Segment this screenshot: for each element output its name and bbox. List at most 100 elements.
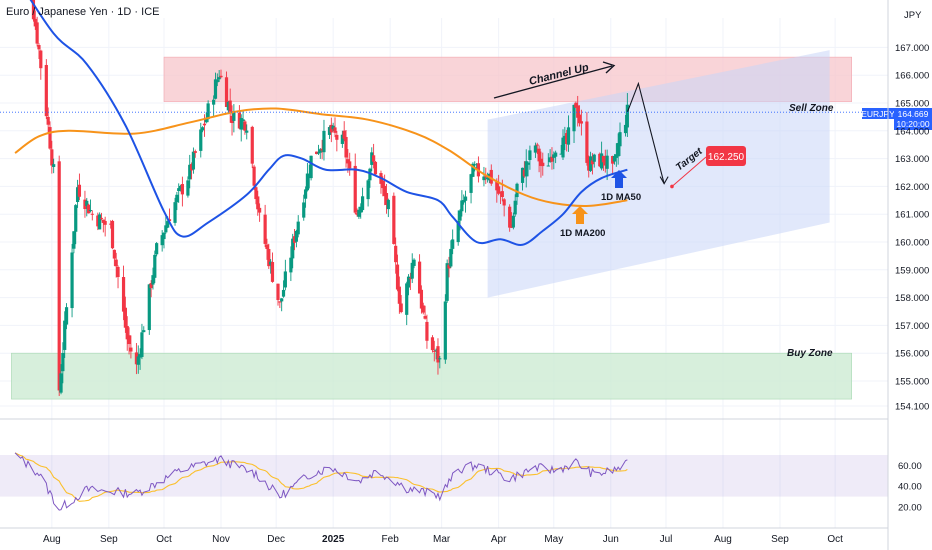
candle-body bbox=[280, 298, 284, 302]
candle-body bbox=[552, 154, 556, 158]
candle-body bbox=[74, 205, 78, 232]
candle-body bbox=[267, 249, 271, 267]
candle-body bbox=[381, 180, 385, 189]
candle-body bbox=[250, 126, 254, 164]
candle-body bbox=[447, 264, 451, 269]
candle-body bbox=[101, 219, 105, 223]
candle-body bbox=[399, 303, 403, 313]
candle-body bbox=[224, 77, 229, 108]
candle-body bbox=[178, 185, 183, 189]
chart-header: Euro / Japanese Yen · 1D · ICE bbox=[6, 6, 159, 18]
candle-body bbox=[292, 236, 297, 243]
rsi-ma-line bbox=[14, 452, 628, 502]
candle-body bbox=[498, 192, 503, 194]
candle-body bbox=[37, 45, 41, 50]
y-tick-label: 157.000 bbox=[895, 321, 929, 332]
candle-body bbox=[508, 206, 512, 228]
candle-body bbox=[164, 225, 168, 233]
candle-body bbox=[601, 155, 606, 163]
candle-body bbox=[600, 153, 604, 169]
candle-body bbox=[561, 137, 565, 158]
candle-body bbox=[335, 134, 339, 140]
candle-body bbox=[541, 162, 545, 167]
candle-body bbox=[563, 135, 567, 139]
ma50-arrow-icon bbox=[611, 170, 627, 188]
y-tick-label: 161.000 bbox=[895, 210, 929, 221]
x-tick-label: 2025 bbox=[322, 534, 345, 545]
candle-body bbox=[70, 252, 74, 309]
candle-body bbox=[511, 215, 515, 228]
price-tag-countdown: 10:20:00 bbox=[896, 119, 929, 129]
candle-body bbox=[199, 129, 203, 151]
candle-body bbox=[99, 217, 104, 219]
candle-body bbox=[550, 156, 554, 162]
candle-body bbox=[357, 209, 361, 217]
price-tag-value: 164.669 bbox=[898, 109, 929, 119]
candle-body bbox=[258, 207, 262, 213]
candle-body bbox=[623, 124, 628, 134]
candle-body bbox=[302, 202, 306, 218]
candle-body bbox=[230, 115, 234, 124]
y-tick-label: 167.000 bbox=[895, 43, 929, 54]
candle-body bbox=[355, 213, 359, 215]
candle-body bbox=[397, 286, 401, 304]
candle-body bbox=[588, 156, 593, 171]
candle-body bbox=[572, 104, 576, 132]
candle-body bbox=[140, 332, 144, 357]
candle-body bbox=[443, 301, 447, 360]
candle-body bbox=[83, 199, 87, 210]
candle-body bbox=[270, 262, 275, 282]
candle-body bbox=[33, 18, 37, 27]
symbol-tag bbox=[862, 108, 894, 119]
candle-body bbox=[309, 155, 313, 179]
candle-body bbox=[546, 165, 550, 167]
candle-body bbox=[386, 199, 390, 210]
candle-body bbox=[254, 187, 258, 200]
x-tick-label: Aug bbox=[43, 534, 61, 545]
candle-body bbox=[191, 151, 196, 170]
target-tag bbox=[706, 146, 746, 166]
candle-body bbox=[533, 145, 538, 153]
candle-body bbox=[559, 153, 563, 155]
candle-body bbox=[175, 194, 179, 203]
y-tick-label: 154.100 bbox=[895, 402, 929, 413]
x-tick-label: May bbox=[544, 534, 563, 545]
candle-body bbox=[44, 64, 48, 117]
ma50-label: 1D MA50 bbox=[601, 192, 641, 203]
candle-body bbox=[359, 206, 363, 213]
candle-body bbox=[232, 111, 236, 121]
candle-body bbox=[372, 155, 376, 162]
candle-body bbox=[528, 150, 532, 160]
candle-body bbox=[482, 176, 486, 181]
candle-body bbox=[213, 79, 218, 99]
candle-body bbox=[219, 75, 223, 78]
candle-body bbox=[136, 356, 140, 365]
candle-body bbox=[307, 174, 311, 178]
candle-body bbox=[125, 326, 129, 340]
candle-body bbox=[576, 105, 580, 118]
candle-body bbox=[241, 119, 245, 121]
candle-body bbox=[109, 223, 113, 225]
candle-body bbox=[513, 200, 517, 215]
candle-body bbox=[59, 373, 63, 393]
candle-body bbox=[329, 124, 333, 133]
buy-zone-label: Buy Zone bbox=[787, 348, 833, 359]
candle-body bbox=[460, 200, 464, 212]
candle-body bbox=[394, 245, 398, 263]
candle-body bbox=[228, 100, 232, 112]
candle-body bbox=[539, 158, 543, 166]
candle-body bbox=[592, 154, 596, 162]
candle-body bbox=[278, 301, 282, 303]
candle-body bbox=[116, 266, 120, 278]
y-tick-label: 162.000 bbox=[895, 182, 929, 193]
y-tick-label: 159.000 bbox=[895, 265, 929, 276]
rsi-line bbox=[14, 452, 628, 511]
candle-body bbox=[57, 161, 61, 391]
candle-body bbox=[327, 127, 332, 135]
candle-body bbox=[611, 155, 615, 164]
candle-body bbox=[123, 307, 127, 328]
candle-body bbox=[217, 77, 221, 80]
candle-body bbox=[366, 180, 370, 200]
candle-body bbox=[342, 130, 346, 139]
